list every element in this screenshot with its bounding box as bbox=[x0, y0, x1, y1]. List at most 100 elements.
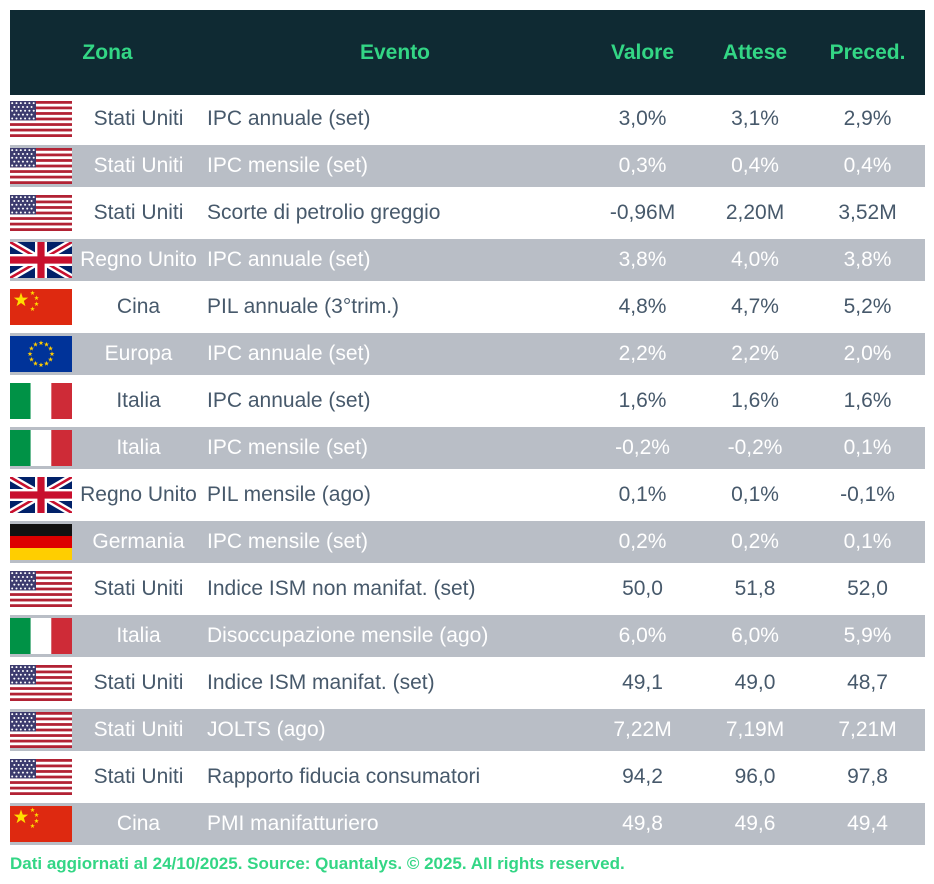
eu-flag-icon bbox=[10, 336, 72, 372]
table-row: Germania IPC mensile (set) 0,2% 0,2% 0,1… bbox=[10, 518, 926, 565]
preced-cell: 5,9% bbox=[810, 612, 926, 659]
valore-cell: -0,2% bbox=[585, 424, 701, 471]
zona-cell: Stati Uniti bbox=[93, 106, 184, 130]
flag-cell bbox=[10, 95, 72, 142]
usa-flag-icon bbox=[10, 758, 72, 795]
col-header-preced: Preced. bbox=[810, 10, 926, 95]
flag-cell bbox=[10, 330, 72, 377]
col-header-attese: Attese bbox=[700, 10, 811, 95]
evento-cell: PIL mensile (ago) bbox=[207, 482, 371, 506]
evento-cell: PMI manifatturiero bbox=[205, 800, 586, 847]
preced-cell: 5,2% bbox=[843, 294, 892, 318]
zona-cell: Regno Unito bbox=[80, 482, 197, 506]
col-header-zona: Zona bbox=[10, 10, 206, 95]
evento-cell: IPC mensile (set) bbox=[205, 518, 586, 565]
flag-cell bbox=[10, 377, 72, 424]
preced-cell: 7,21M bbox=[810, 706, 926, 753]
valore-cell: 49,8 bbox=[585, 800, 701, 847]
flag-cell bbox=[10, 424, 72, 471]
attese-cell: 3,1% bbox=[731, 106, 779, 130]
preced-cell: 0,4% bbox=[810, 142, 926, 189]
flag-cell bbox=[10, 189, 72, 236]
table-row: Stati Uniti Scorte di petrolio greggio -… bbox=[10, 189, 925, 236]
valore-cell: 3,0% bbox=[618, 106, 667, 130]
table-row: Stati Uniti IPC annuale (set) 3,0% 3,1% … bbox=[10, 95, 925, 142]
economic-data-table: Zona Evento Valore Attese Preced. Stati … bbox=[10, 10, 926, 847]
preced-cell: -0,1% bbox=[840, 482, 895, 506]
evento-cell: Disoccupazione mensile (ago) bbox=[205, 612, 586, 659]
evento-cell: IPC annuale (set) bbox=[205, 330, 586, 377]
evento-cell: Indice ISM manifat. (set) bbox=[207, 670, 435, 694]
table-row: Europa IPC annuale (set) 2,2% 2,2% 2,0% bbox=[10, 330, 926, 377]
valore-cell: 94,2 bbox=[622, 764, 663, 788]
attese-cell: 2,2% bbox=[700, 330, 811, 377]
attese-cell: 49,6 bbox=[700, 800, 811, 847]
zona-cell: Stati Uniti bbox=[72, 706, 206, 753]
table-row: Italia Disoccupazione mensile (ago) 6,0%… bbox=[10, 612, 926, 659]
table-row: Regno Unito PIL mensile (ago) 0,1% 0,1% … bbox=[10, 471, 925, 518]
table-row: Cina PMI manifatturiero 49,8 49,6 49,4 bbox=[10, 800, 926, 847]
zona-cell: Italia bbox=[72, 612, 206, 659]
flag-cell bbox=[10, 659, 72, 706]
table-row: Stati Uniti Rapporto fiducia consumatori… bbox=[10, 753, 925, 800]
zona-cell: Cina bbox=[72, 800, 206, 847]
china-flag-icon bbox=[10, 806, 72, 842]
table-row: Stati Uniti IPC mensile (set) 0,3% 0,4% … bbox=[10, 142, 926, 189]
uk-flag-icon bbox=[10, 242, 72, 278]
valore-cell: 0,3% bbox=[585, 142, 701, 189]
zona-cell: Cina bbox=[116, 294, 161, 318]
attese-cell: 51,8 bbox=[734, 576, 776, 600]
zona-cell: Stati Uniti bbox=[93, 576, 184, 600]
flag-cell bbox=[10, 800, 72, 847]
attese-cell: 1,6% bbox=[731, 388, 779, 412]
evento-cell: Scorte di petrolio greggio bbox=[207, 200, 441, 224]
preced-cell: 3,8% bbox=[810, 236, 926, 283]
preced-cell: 48,7 bbox=[847, 670, 888, 694]
col-header-evento: Evento bbox=[205, 10, 586, 95]
usa-flag-icon bbox=[10, 148, 72, 184]
preced-cell: 0,1% bbox=[810, 424, 926, 471]
zona-cell: Italia bbox=[72, 424, 206, 471]
usa-flag-icon bbox=[10, 100, 72, 137]
valore-cell: -0,96M bbox=[609, 200, 676, 224]
valore-cell: 0,1% bbox=[618, 482, 667, 506]
header-row: Zona Evento Valore Attese Preced. bbox=[10, 10, 926, 95]
attese-cell: 49,0 bbox=[734, 670, 776, 694]
usa-flag-icon bbox=[10, 570, 72, 607]
flag-cell bbox=[10, 565, 72, 612]
preced-cell: 52,0 bbox=[847, 576, 888, 600]
attese-cell: 0,4% bbox=[700, 142, 811, 189]
zona-cell: Italia bbox=[116, 388, 161, 412]
valore-cell: 50,0 bbox=[622, 576, 663, 600]
evento-cell: IPC mensile (set) bbox=[205, 142, 586, 189]
flag-cell bbox=[10, 753, 72, 800]
usa-flag-icon bbox=[10, 194, 72, 231]
valore-cell: 6,0% bbox=[585, 612, 701, 659]
table-row: Regno Unito IPC annuale (set) 3,8% 4,0% … bbox=[10, 236, 926, 283]
attese-cell: 7,19M bbox=[700, 706, 811, 753]
attese-cell: -0,2% bbox=[700, 424, 811, 471]
italy-flag-icon bbox=[10, 382, 72, 419]
preced-cell: 97,8 bbox=[847, 764, 888, 788]
preced-cell: 1,6% bbox=[843, 388, 892, 412]
zona-cell: Stati Uniti bbox=[93, 670, 184, 694]
table-row: Italia IPC annuale (set) 1,6% 1,6% 1,6% bbox=[10, 377, 925, 424]
evento-cell: PIL annuale (3°trim.) bbox=[207, 294, 400, 318]
usa-flag-icon bbox=[10, 664, 72, 701]
uk-flag-icon bbox=[10, 476, 72, 513]
usa-flag-icon bbox=[10, 712, 72, 748]
attese-cell: 2,20M bbox=[725, 200, 785, 224]
flag-cell bbox=[10, 471, 72, 518]
table-row: Italia IPC mensile (set) -0,2% -0,2% 0,1… bbox=[10, 424, 926, 471]
evento-cell: IPC annuale (set) bbox=[207, 106, 371, 130]
italy-flag-icon bbox=[10, 618, 72, 654]
italy-flag-icon bbox=[10, 430, 72, 466]
attese-cell: 96,0 bbox=[734, 764, 776, 788]
china-flag-icon bbox=[10, 288, 72, 325]
zona-cell: Germania bbox=[72, 518, 206, 565]
evento-cell: IPC mensile (set) bbox=[205, 424, 586, 471]
zona-cell: Europa bbox=[72, 330, 206, 377]
zona-cell: Stati Uniti bbox=[93, 200, 184, 224]
preced-cell: 49,4 bbox=[810, 800, 926, 847]
